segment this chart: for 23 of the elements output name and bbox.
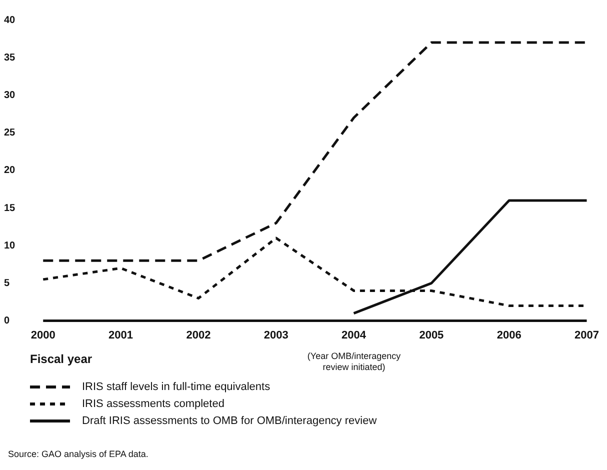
x-tick-label: 2004 bbox=[342, 329, 367, 342]
legend-label: IRIS staff levels in full-time equivalents bbox=[82, 380, 270, 392]
x-tick-label: 2001 bbox=[108, 329, 134, 342]
y-tick-label: 15 bbox=[4, 202, 16, 214]
y-tick-label: 20 bbox=[4, 165, 16, 176]
source-note: Source: GAO analysis of EPA data. bbox=[8, 449, 148, 459]
x-tick-label: 2003 bbox=[264, 329, 288, 342]
y-tick-label: 35 bbox=[4, 52, 16, 64]
legend-label: Draft IRIS assessments to OMB for OMB/interagency review bbox=[82, 414, 377, 426]
x-tick-label: 2007 bbox=[574, 329, 600, 342]
y-tick-label: 10 bbox=[4, 240, 16, 252]
y-tick-label: 40 bbox=[4, 14, 16, 26]
x-tick-label: 2002 bbox=[186, 329, 211, 342]
y-tick-label: 0 bbox=[4, 316, 10, 327]
x-tick-label: 2005 bbox=[419, 329, 444, 342]
x-tick-label: 2000 bbox=[30, 329, 56, 342]
x-axis-title: Fiscal year bbox=[30, 352, 92, 366]
x-tick-label: 2006 bbox=[496, 329, 522, 342]
legend-label: IRIS assessments completed bbox=[82, 398, 224, 410]
y-tick-label: 25 bbox=[4, 128, 16, 139]
y-tick-label: 5 bbox=[4, 278, 10, 289]
text: (Year OMB/interagency review initiated) bbox=[306, 351, 402, 373]
y-tick-label: 30 bbox=[4, 90, 16, 101]
